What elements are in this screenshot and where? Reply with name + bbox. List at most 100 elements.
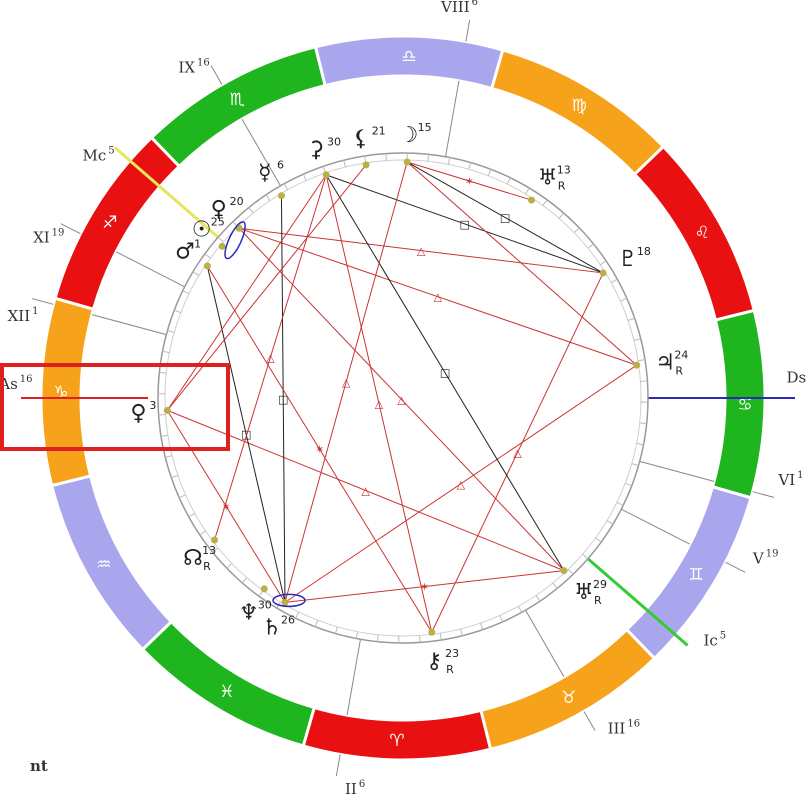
aspect-glyph-square: □ xyxy=(500,211,510,224)
planet-degree-neptune-ish-29: 29 xyxy=(593,578,607,591)
planet-glyph-sun: ☉ xyxy=(192,217,212,242)
planet-degree-lilith: 21 xyxy=(372,124,386,137)
house-cusp-outer-10 xyxy=(583,711,596,731)
degree-tick xyxy=(160,434,169,437)
degree-tick xyxy=(606,520,614,525)
sign-glyph-capricorn: ♑ xyxy=(53,383,68,403)
degree-tick xyxy=(199,530,206,536)
house-degree-v: 19 xyxy=(766,548,779,559)
degree-tick xyxy=(439,632,442,641)
planet-dot-neptune xyxy=(260,585,268,593)
house-label-xii: XII xyxy=(8,307,31,325)
house-cusp-outer-11 xyxy=(335,754,341,777)
aspect-line-venus2-neptune-ish-29 xyxy=(238,227,565,571)
planet-glyph-saturn: ♄ xyxy=(262,616,282,641)
degree-tick xyxy=(600,260,607,266)
house-label-viii: VIII xyxy=(440,0,470,16)
planet-degree-venus: 3 xyxy=(149,399,156,412)
planet-glyph-neptune-ish-29: ♅ xyxy=(574,580,594,605)
degree-tick xyxy=(636,442,644,446)
sign-glyph-libra: ♎ xyxy=(401,47,416,67)
planet-dot-sun xyxy=(218,242,226,250)
house-label-vi: VI xyxy=(777,471,795,489)
aspect-glyph-trine: △ xyxy=(457,478,466,491)
sign-glyph-gemini: ♊ xyxy=(689,565,704,585)
planet-dot-lilith xyxy=(362,161,370,169)
degree-tick xyxy=(468,162,472,170)
planet-glyph-pluto: ♇ xyxy=(618,247,638,272)
degree-tick xyxy=(427,154,430,162)
planet-glyph-mercury: ☿ xyxy=(258,161,272,186)
house-label-mc: Mc xyxy=(83,146,107,164)
planet-glyph-uranus: ♅ xyxy=(538,166,558,191)
degree-tick xyxy=(631,463,639,467)
aspect-line-venus2-pluto xyxy=(238,227,604,274)
aspect-line-ceres-neptune-ish-29 xyxy=(325,174,565,571)
degree-tick xyxy=(587,243,594,249)
aspect-glyph-square: □ xyxy=(440,367,450,380)
aspect-line-moon-pluto xyxy=(406,161,604,274)
planet-retro-neptune-ish-29: R xyxy=(594,594,602,607)
house-cusp-inner-2 xyxy=(115,251,185,288)
aspect-glyph-trine: △ xyxy=(417,245,426,258)
degree-tick xyxy=(625,482,632,487)
planet-glyph-neptune: ♆ xyxy=(239,601,259,626)
house-cusp-inner-10 xyxy=(525,609,565,678)
aspect-line-ceres-chiron xyxy=(325,174,433,633)
house-label-iii: III xyxy=(608,719,626,737)
sign-segment-gemini xyxy=(624,484,753,661)
conjunction-oval-venus xyxy=(224,221,246,260)
sign-segment-aries xyxy=(301,705,493,762)
planet-dot-node xyxy=(211,536,219,544)
degree-tick xyxy=(567,568,574,575)
sign-segment-aquarius xyxy=(49,474,174,652)
aspect-line-moon-jupiter xyxy=(406,161,638,366)
degree-tick xyxy=(171,475,179,479)
aspect-glyph-sextile: ✶ xyxy=(222,500,231,513)
planet-degree-uranus: 13 xyxy=(557,164,571,177)
aspect-lines: ✶ □ □ △ △ △ △ □ △ ✶ □ □ ✶ △ △ △ ✶ △ xyxy=(166,161,638,633)
sign-segment-cancer xyxy=(710,308,767,500)
aspect-line-lilith-venus xyxy=(166,164,367,411)
aspect-glyph-trine: △ xyxy=(513,447,522,460)
planet-degree-jupiter: 24 xyxy=(674,348,688,361)
degree-tick xyxy=(241,577,248,584)
degree-tick xyxy=(204,253,211,259)
inner-wheel-circle xyxy=(157,152,649,644)
house-degree-ii: 6 xyxy=(359,779,365,790)
aspect-glyph-trine: △ xyxy=(397,393,406,406)
aspect-line-mars-saturn xyxy=(206,265,286,603)
planet-dot-moon xyxy=(403,158,411,166)
house-label-ic: Ic xyxy=(703,632,717,650)
planet-degree-mercury: 6 xyxy=(277,159,284,172)
degree-tick xyxy=(334,626,338,634)
house-degree-viii: 6 xyxy=(472,0,478,8)
degree-tick xyxy=(376,634,379,642)
degree-tick xyxy=(248,207,254,214)
sign-glyph-aquarius: ♒ xyxy=(96,555,111,575)
planet-glyph-jupiter: ♃ xyxy=(655,350,675,375)
planet-dot-saturn xyxy=(281,598,289,606)
house-label-v: V xyxy=(752,549,765,567)
planet-dot-mars xyxy=(203,262,211,270)
conjunction-oval-saturn xyxy=(272,593,306,608)
aspect-line-ceres-venus xyxy=(166,174,327,411)
house-cusp-outer-8 xyxy=(725,561,746,573)
house-cusp-inner-8 xyxy=(621,508,691,545)
aspect-glyph-trine: △ xyxy=(375,398,384,411)
degree-tick xyxy=(460,628,463,636)
sign-glyph-leo: ♌ xyxy=(694,223,709,243)
sign-glyph-virgo: ♍ xyxy=(572,96,587,116)
degree-tick xyxy=(343,160,346,168)
aspect-glyph-square: □ xyxy=(278,393,288,406)
house-cusp-inner-1 xyxy=(91,314,167,336)
degree-tick xyxy=(314,620,319,627)
sign-glyph-sagittarius: ♐ xyxy=(102,213,117,233)
degree-tick xyxy=(610,278,618,284)
planet-glyph-lilith: ⚸ xyxy=(353,126,369,151)
zodiac-ring: ♎ ♍ ♌ ♋ ♊ ♉ ♈ ♓ ♒ ♑ ♐ ♏ xyxy=(39,34,767,762)
house-cusp-outer-7 xyxy=(752,491,775,498)
degree-tick xyxy=(535,595,541,602)
planets: ☽ 15♅ 13R♇ 18♃ 24R♅ 29R⚷ 23R♄ 26♆ 30☊ 13R♀ 3♂ 1☉ 25♀… xyxy=(130,121,688,676)
